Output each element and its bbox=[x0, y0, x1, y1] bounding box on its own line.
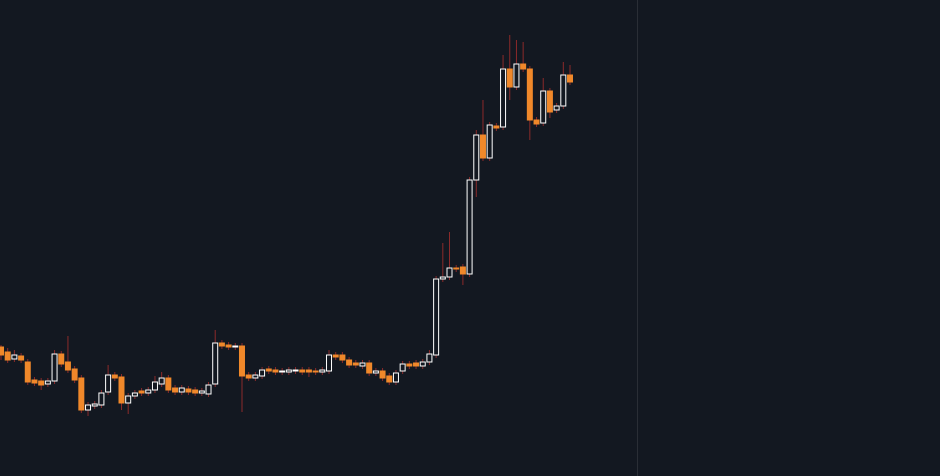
candle-down bbox=[18, 355, 25, 361]
candle-up bbox=[44, 380, 51, 385]
candle-down bbox=[526, 68, 533, 121]
candle-up bbox=[98, 392, 105, 406]
candle-down bbox=[305, 369, 312, 373]
candle-down bbox=[533, 119, 540, 125]
candle-up bbox=[560, 74, 567, 107]
candle-down bbox=[58, 353, 65, 365]
candle-down bbox=[138, 390, 145, 394]
candle-down bbox=[312, 370, 319, 373]
candle-up bbox=[285, 369, 292, 373]
candle-down bbox=[185, 388, 192, 393]
candle-up bbox=[85, 404, 92, 411]
candle-down bbox=[567, 74, 573, 83]
candle-up bbox=[486, 124, 493, 159]
candle-down bbox=[118, 376, 125, 404]
candle-down bbox=[265, 368, 272, 372]
candle-down bbox=[165, 377, 172, 391]
candles bbox=[0, 35, 573, 416]
candle-up bbox=[131, 392, 138, 397]
candle-up bbox=[473, 134, 480, 181]
candle-up bbox=[553, 105, 560, 111]
candle-up bbox=[326, 354, 333, 372]
candle-up bbox=[359, 362, 366, 367]
candle-down bbox=[406, 363, 413, 367]
candle-down bbox=[225, 344, 232, 348]
candle-down bbox=[111, 374, 118, 379]
candle-up bbox=[372, 370, 379, 374]
candle-down bbox=[506, 68, 513, 88]
candle-up bbox=[51, 353, 58, 382]
candle-up bbox=[513, 63, 520, 88]
candle-up bbox=[105, 374, 112, 393]
candle-up bbox=[446, 267, 453, 278]
candle-up bbox=[439, 276, 446, 280]
candle-up bbox=[279, 370, 286, 373]
candle-down bbox=[71, 368, 78, 381]
candle-up bbox=[205, 384, 212, 395]
candle-up bbox=[91, 403, 98, 407]
candle-down bbox=[64, 361, 71, 371]
candle-up bbox=[198, 390, 205, 394]
candle-down bbox=[0, 346, 4, 356]
candle-down bbox=[38, 380, 45, 386]
candle-down bbox=[332, 354, 339, 358]
candle-down bbox=[24, 361, 31, 383]
candle-down bbox=[238, 345, 245, 377]
candle-up bbox=[540, 90, 547, 124]
candle-up bbox=[252, 374, 259, 379]
candle-down bbox=[520, 63, 527, 70]
candle-down bbox=[546, 90, 553, 113]
candle-down bbox=[245, 374, 252, 379]
candle-up bbox=[292, 369, 299, 372]
candle-up bbox=[125, 395, 132, 404]
candle-down bbox=[4, 351, 11, 361]
candle-up bbox=[151, 381, 158, 391]
candle-down bbox=[379, 370, 386, 379]
candle-down bbox=[366, 362, 373, 374]
candle-down bbox=[78, 377, 85, 411]
candle-down bbox=[31, 379, 38, 384]
candle-up bbox=[145, 389, 152, 394]
candle-down bbox=[352, 362, 359, 366]
candle-up bbox=[426, 353, 433, 363]
candle-up bbox=[399, 363, 406, 372]
candle-down bbox=[493, 125, 500, 129]
candle-up bbox=[319, 369, 326, 373]
candle-up bbox=[259, 369, 266, 377]
candle-down bbox=[453, 267, 460, 270]
candle-down bbox=[192, 389, 199, 394]
candle-up bbox=[11, 354, 18, 360]
candle-up bbox=[178, 387, 185, 393]
candle-down bbox=[272, 369, 279, 373]
candle-down bbox=[339, 354, 346, 361]
candle-down bbox=[299, 369, 306, 373]
candle-up bbox=[212, 342, 219, 385]
candle-up bbox=[392, 372, 399, 383]
candle-down bbox=[459, 266, 466, 275]
candle-up bbox=[158, 377, 165, 385]
candle-up bbox=[500, 68, 507, 128]
candle-up bbox=[419, 361, 426, 367]
candle-up bbox=[433, 278, 440, 356]
candle-down bbox=[172, 387, 179, 393]
candle-down bbox=[346, 359, 353, 366]
candle-up bbox=[232, 345, 239, 348]
candle-up bbox=[466, 179, 473, 275]
candle-down bbox=[218, 342, 225, 347]
candle-down bbox=[386, 375, 393, 383]
candle-down bbox=[479, 134, 486, 159]
candle-down bbox=[413, 362, 420, 367]
